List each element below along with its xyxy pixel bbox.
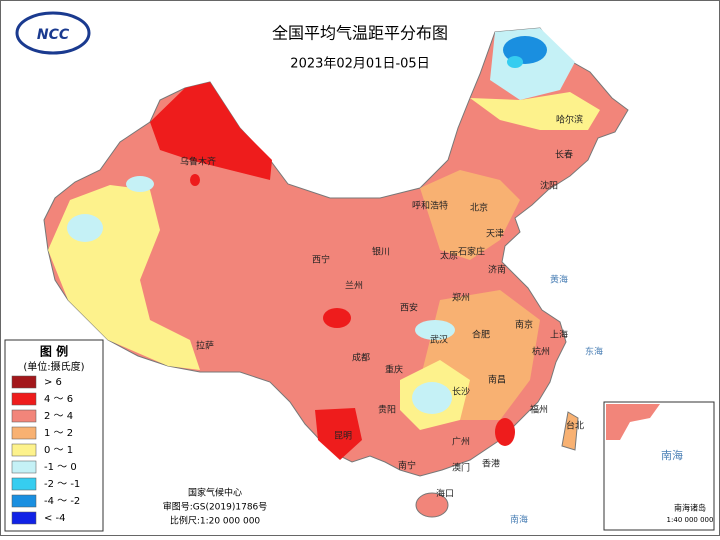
city: 上海: [550, 329, 568, 341]
logo-text: NCC: [37, 27, 70, 43]
credit-approval: 审图号:GS(2019)1786号: [163, 501, 268, 513]
city: 合肥: [472, 329, 490, 341]
city: 杭州: [532, 346, 550, 358]
legend-swatch: [11, 460, 37, 474]
legend-swatch: [11, 409, 37, 423]
city: 南宁: [398, 460, 416, 472]
legend-label: -1 ～ 0: [44, 462, 77, 473]
legend-label: 1 ～ 2: [44, 428, 73, 439]
city: 石家庄: [458, 246, 485, 258]
inset-sea: 南海: [661, 448, 683, 462]
inset-scale: 1:40 000 000: [667, 516, 714, 524]
city: 澳门: [452, 462, 470, 474]
legend-swatch: [11, 443, 37, 457]
city: 重庆: [385, 364, 403, 376]
legend-label: 4 ～ 6: [44, 394, 73, 405]
legend-label: < -4: [44, 513, 66, 524]
sea-label: 黄海: [550, 274, 568, 286]
city: 长春: [555, 149, 573, 161]
city: 南京: [515, 319, 533, 331]
city: 银川: [372, 246, 390, 258]
city: 兰州: [345, 280, 363, 292]
city: 长沙: [452, 386, 470, 398]
city: 昆明: [334, 431, 352, 442]
city: 福州: [530, 404, 548, 416]
city: 海口: [436, 488, 454, 500]
legend-title: 图 例: [40, 344, 68, 359]
legend-label: -4 ～ -2: [44, 496, 80, 507]
date: 2023年02月01日-05日: [290, 57, 429, 72]
city: 西宁: [312, 254, 330, 266]
city: 南昌: [488, 374, 506, 386]
city: 北京: [470, 202, 488, 214]
legend-label: 0 ～ 1: [44, 445, 73, 456]
legend-swatch: [11, 477, 37, 491]
china-map: [43, 27, 629, 518]
legend-swatch: [11, 392, 37, 406]
legend-swatch: [11, 375, 37, 389]
legend-label: > 6: [44, 377, 62, 388]
legend-swatch: [11, 511, 37, 525]
city: 济南: [488, 264, 506, 276]
city: 哈尔滨: [556, 114, 583, 126]
title: 全国平均气温距平分布图: [272, 24, 448, 43]
city: 郑州: [452, 292, 470, 304]
city: 太原: [440, 250, 458, 262]
legend-label: -2 ～ -1: [44, 479, 80, 490]
legend-swatch: [11, 426, 37, 440]
legend-unit: (单位:摄氏度): [23, 360, 84, 373]
city: 台北: [566, 420, 584, 432]
city: 武汉: [430, 334, 448, 346]
city: 西安: [400, 302, 418, 314]
credit-agency: 国家气候中心: [188, 487, 242, 499]
credit-scale: 比例尺:1:20 000 000: [170, 515, 261, 527]
city: 呼和浩特: [412, 200, 448, 212]
city: 广州: [452, 436, 470, 448]
city: 天津: [486, 229, 504, 240]
sea-label: 东海: [585, 346, 603, 358]
sea-label: 南海: [510, 514, 528, 526]
inset-label: 南海诸岛: [674, 503, 706, 513]
city: 沈阳: [540, 180, 558, 192]
inset: 南海 南海诸岛 1:40 000 000: [603, 401, 715, 531]
logo: NCC: [15, 11, 91, 55]
city: 成都: [352, 352, 370, 364]
legend-label: 2 ～ 4: [44, 411, 73, 422]
city: 贵阳: [378, 404, 396, 416]
city: 香港: [482, 458, 500, 470]
city-labels: 乌鲁木齐 哈尔滨 长春 沈阳 呼和浩特 北京 天津 石家庄 太原 济南 银川 西…: [180, 114, 603, 526]
city: 乌鲁木齐: [180, 156, 216, 168]
city: 拉萨: [196, 340, 214, 352]
legend: 图 例 (单位:摄氏度) > 6 4 ～ 6 2 ～ 4 1 ～ 2 0 ～ 1 -1 ～…: [4, 339, 104, 532]
legend-swatch: [11, 494, 37, 508]
